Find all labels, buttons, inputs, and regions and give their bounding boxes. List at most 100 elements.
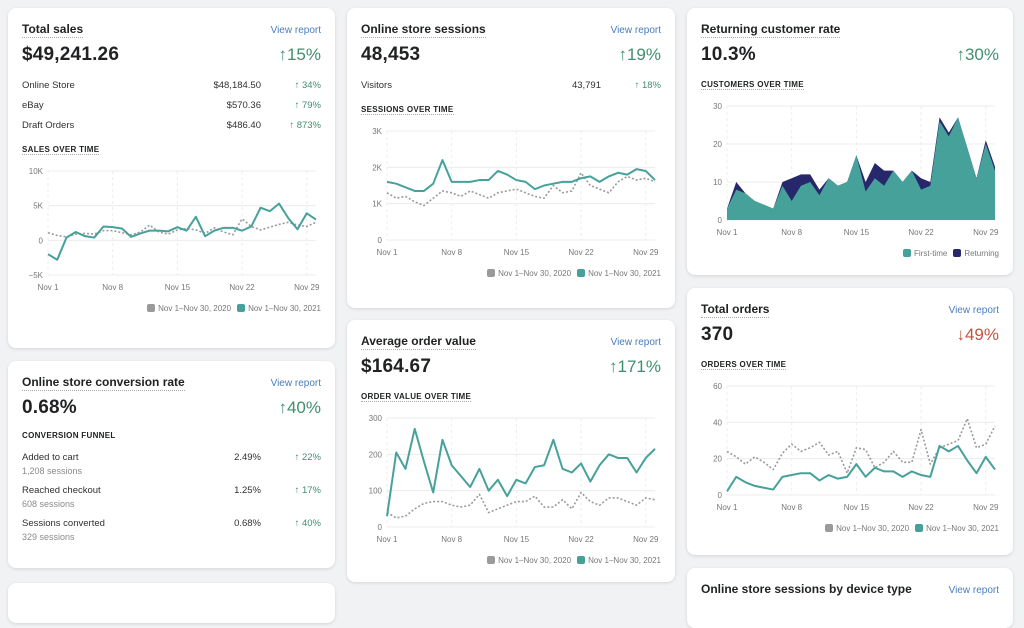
legend-swatch-2021 (577, 556, 586, 564)
row-label: Draft Orders (22, 120, 75, 131)
y-tick-label: 10 (713, 178, 722, 187)
metric-change: ↑171% (609, 357, 661, 376)
aov-card: Average order value View report $164.67 ↑1… (347, 320, 675, 582)
metric-change: ↑15% (278, 45, 321, 64)
y-tick-label: 10K (29, 167, 44, 176)
legend: Nov 1–Nov 30, 2020 Nov 1–Nov 30, 2021 (361, 556, 661, 565)
view-report-link[interactable]: View report (610, 337, 661, 348)
metric-value: $164.67 (361, 356, 432, 377)
legend-swatch-2020 (825, 524, 834, 532)
row-value: $570.36 (226, 100, 261, 111)
x-tick-label: Nov 15 (844, 503, 870, 512)
legend-2020: Nov 1–Nov 30, 2020 (498, 556, 572, 565)
y-tick-label: 200 (369, 450, 383, 459)
x-tick-label: Nov 8 (441, 535, 462, 544)
legend: First-time Returning (701, 249, 999, 258)
line-2021 (386, 159, 656, 192)
view-report-link[interactable]: View report (948, 305, 999, 316)
row-label: eBay (22, 100, 44, 111)
card-title: Online store sessions by device type (701, 582, 912, 596)
metric-value: 0.68% (22, 397, 77, 418)
section-title: ORDERS OVER TIME (701, 360, 787, 370)
legend-returning: Returning (964, 249, 999, 258)
x-tick-label: Nov 8 (102, 283, 123, 292)
y-tick-label: 0 (378, 236, 383, 245)
metric-change: ↑40% (278, 398, 321, 417)
metric-value: $49,241.26 (22, 44, 120, 65)
row-change: ↑ 79% (294, 100, 321, 111)
metric-value: 10.3% (701, 44, 756, 65)
x-tick-label: Nov 29 (973, 503, 999, 512)
y-tick-label: −5K (29, 271, 44, 280)
legend: Nov 1–Nov 30, 2020 Nov 1–Nov 30, 2021 (701, 524, 999, 533)
customers-chart: 0 10 20 30 Nov 1 Nov 8 Nov 15 Nov 22 Nov 29 (713, 102, 999, 237)
y-tick-label: 0 (39, 236, 44, 245)
x-tick-label: Nov 15 (504, 535, 530, 544)
funnel-row: Added to cart 1,208 sessions 2.49% ↑ 22% (22, 452, 321, 476)
legend: Nov 1–Nov 30, 2020 Nov 1–Nov 30, 2021 (361, 269, 661, 278)
row-label: Added to cart (22, 452, 79, 463)
row-label: Sessions converted (22, 518, 105, 529)
x-tick-label: Nov 29 (294, 283, 320, 292)
y-tick-label: 1K (372, 200, 382, 209)
x-tick-label: Nov 22 (229, 283, 255, 292)
row-value: 43,791 (571, 80, 601, 91)
x-tick-label: Nov 8 (781, 503, 802, 512)
card-title: Total sales (22, 22, 84, 38)
line-2021 (726, 444, 996, 492)
view-report-link[interactable]: View report (270, 25, 321, 36)
row-change: ↑ 17% (294, 485, 321, 496)
y-tick-label: 100 (369, 487, 383, 496)
sessions-chart: 0 1K 2K 3K Nov 1 Nov 8 Nov 15 Nov 22 Nov 29 (372, 127, 659, 257)
legend-swatch-2020 (147, 304, 156, 312)
section-title: CONVERSION FUNNEL (22, 431, 116, 440)
x-tick-label: Nov 15 (844, 228, 870, 237)
metric-value: 48,453 (361, 44, 421, 65)
legend-swatch-first-time (902, 249, 911, 257)
device-sessions-card: Online store sessions by device type View… (687, 568, 1013, 628)
row-label: Online Store (22, 80, 75, 91)
legend-2021: Nov 1–Nov 30, 2021 (588, 556, 661, 565)
metric-change: ↑30% (956, 45, 999, 64)
view-report-link[interactable]: View report (270, 378, 321, 389)
y-tick-label: 20 (713, 455, 722, 464)
row-label: Visitors (361, 80, 392, 91)
legend-2020: Nov 1–Nov 30, 2020 (158, 304, 232, 313)
section-title: SESSIONS OVER TIME (361, 105, 454, 115)
row-change: ↑ 22% (294, 452, 321, 463)
y-tick-label: 60 (713, 382, 722, 391)
total-orders-card: Total orders View report 370 ↓49% ORDERS O… (687, 288, 1013, 555)
line-2021 (386, 427, 656, 517)
x-tick-label: Nov 1 (717, 228, 738, 237)
line-2020 (726, 417, 996, 474)
x-tick-label: Nov 29 (633, 535, 659, 544)
legend-swatch-2020 (487, 269, 496, 277)
view-report-link[interactable]: View report (948, 585, 999, 596)
y-tick-label: 30 (713, 102, 722, 111)
legend-2021: Nov 1–Nov 30, 2021 (248, 304, 321, 313)
row-value: $48,184.50 (213, 80, 261, 91)
legend-swatch-returning (953, 249, 962, 257)
legend-swatch-2021 (237, 304, 246, 312)
x-tick-label: Nov 1 (377, 248, 398, 257)
x-tick-label: Nov 1 (377, 535, 398, 544)
metric-change: ↑19% (618, 45, 661, 64)
legend-2020: Nov 1–Nov 30, 2020 (498, 269, 572, 278)
x-tick-label: Nov 22 (568, 535, 594, 544)
legend-first-time: First-time (913, 249, 948, 258)
x-tick-label: Nov 22 (908, 503, 934, 512)
legend-2020: Nov 1–Nov 30, 2020 (836, 524, 910, 533)
x-tick-label: Nov 1 (38, 283, 59, 292)
breakdown-row: Visitors 43,791 ↑ 18% (361, 80, 661, 91)
y-tick-label: 0 (378, 523, 383, 532)
legend-swatch-2020 (487, 556, 496, 564)
legend-swatch-2021 (577, 269, 586, 277)
x-tick-label: Nov 22 (568, 248, 594, 257)
metric-change: ↓49% (956, 325, 999, 344)
y-tick-label: 5K (33, 202, 43, 211)
card-title: Returning customer rate (701, 22, 841, 38)
view-report-link[interactable]: View report (610, 25, 661, 36)
line-2020 (386, 171, 656, 207)
y-tick-label: 20 (713, 140, 722, 149)
aov-chart: 0 100 200 300 Nov 1 Nov 8 Nov 15 Nov 22 Nov 29 (369, 414, 659, 544)
